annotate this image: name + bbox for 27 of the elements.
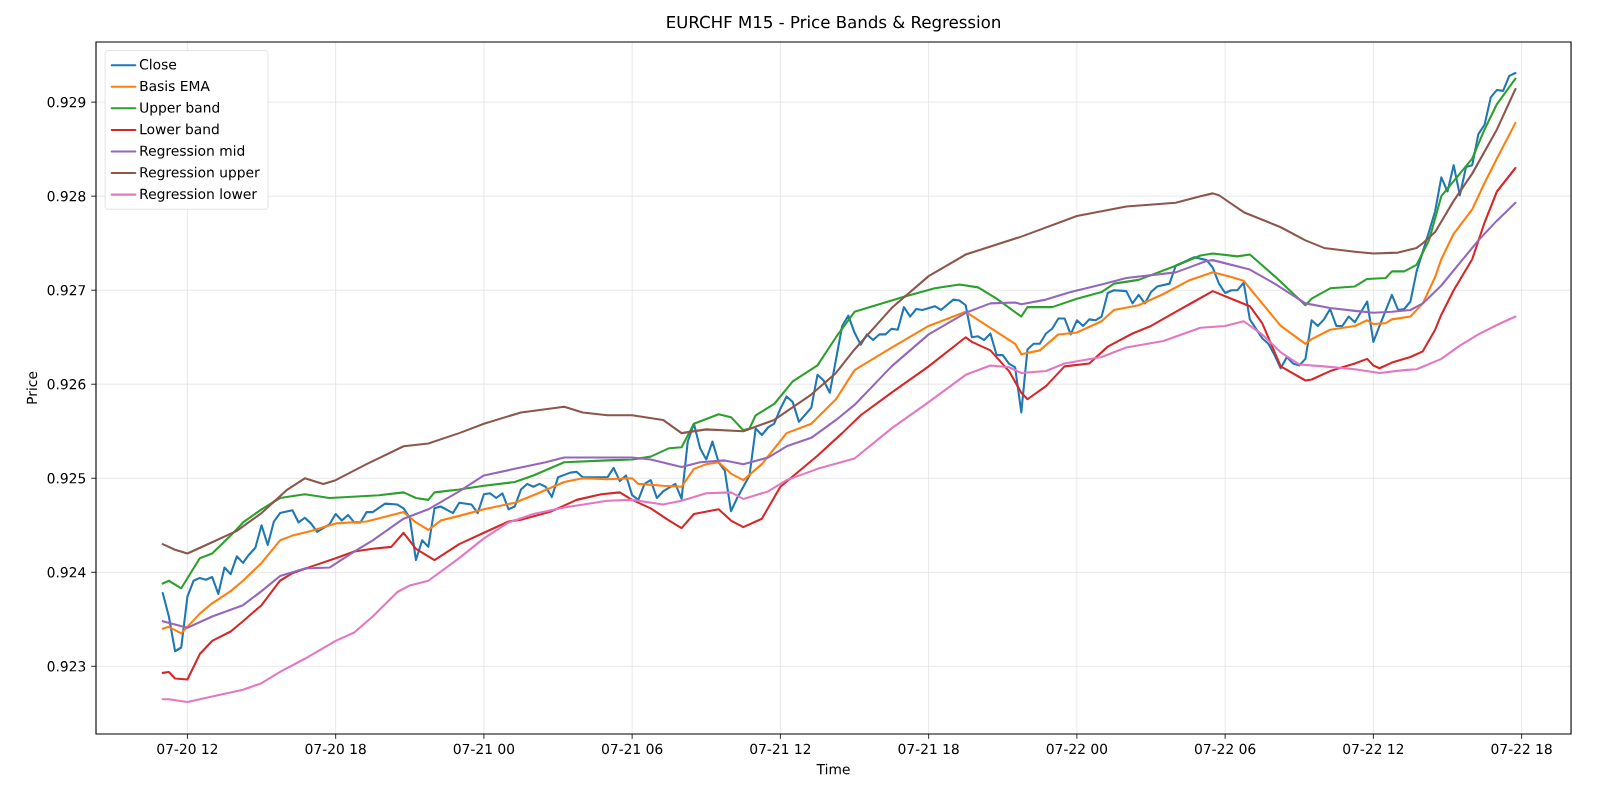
legend-label: Close — [139, 58, 177, 70]
legend-label: Lower band — [140, 123, 219, 135]
x-axis-title: Time — [816, 763, 850, 775]
x-tick-label: 07-22 06 — [1194, 743, 1256, 755]
y-axis-title: Price — [26, 371, 38, 404]
y-tick-label: 0.929 — [47, 96, 86, 108]
legend-label: Upper band — [140, 102, 219, 116]
chart-title: EURCHF M15 - Price Bands & Regression — [667, 15, 1000, 32]
x-tick-label: 07-20 12 — [157, 743, 218, 755]
x-tick-label: 07-20 18 — [305, 743, 366, 755]
y-tick-label: 0.924 — [47, 567, 86, 578]
y-tick-label: 0.925 — [47, 473, 86, 484]
y-tick-label: 0.927 — [47, 284, 86, 296]
x-tick-label: 07-21 18 — [898, 743, 959, 755]
x-tick-label: 07-22 12 — [1343, 743, 1404, 755]
x-tick-label: 07-21 12 — [750, 743, 811, 755]
y-tick-label: 0.928 — [47, 190, 86, 202]
y-tick-label: 0.923 — [47, 661, 86, 672]
legend-label: Basis EMA — [140, 80, 210, 92]
x-tick-label: 07-22 18 — [1491, 743, 1552, 755]
legend-label: Regression mid — [140, 145, 245, 159]
x-tick-label: 07-21 00 — [453, 743, 515, 755]
legend-label: Regression lower — [140, 188, 258, 202]
x-tick-label: 07-21 06 — [601, 743, 663, 755]
y-tick-label: 0.926 — [47, 378, 86, 390]
legend-label: Regression upper — [140, 166, 260, 181]
x-tick-label: 07-22 00 — [1046, 743, 1108, 755]
